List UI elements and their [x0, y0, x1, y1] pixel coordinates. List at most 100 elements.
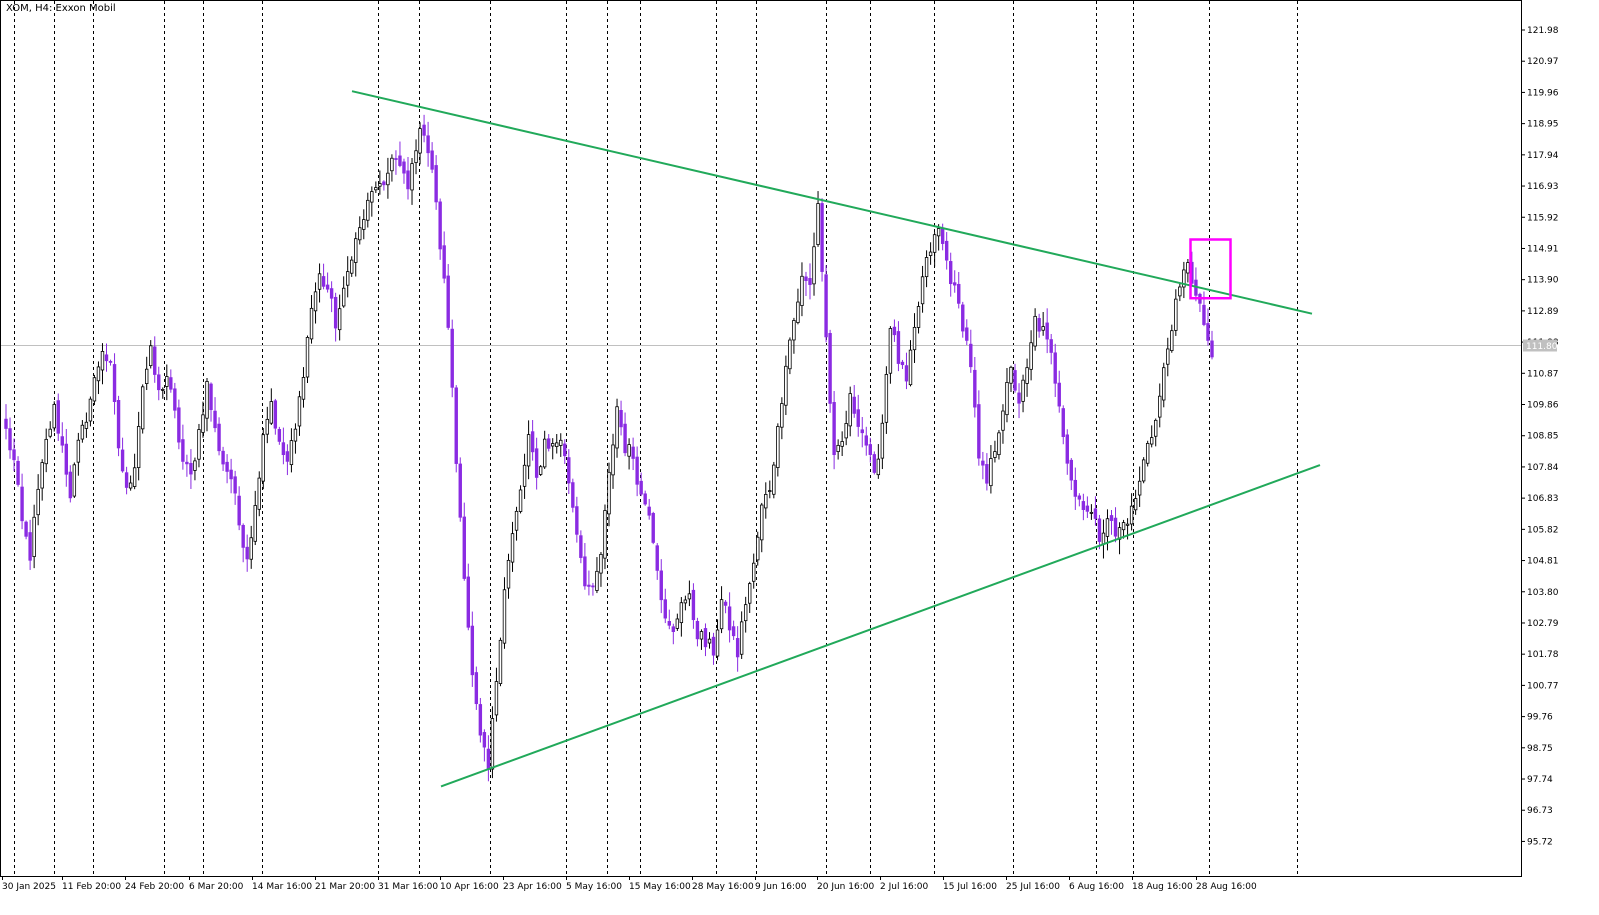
candle-body — [217, 423, 221, 452]
candle-body — [482, 732, 487, 748]
candle-body — [928, 251, 933, 256]
candle-body — [780, 403, 784, 428]
candle-body — [1053, 352, 1057, 384]
time-axis[interactable]: 30 Jan 2025 11 Feb 20:00 24 Feb 20:00 6 Mar… — [2, 876, 1257, 892]
candle-body — [358, 227, 362, 241]
trendline-upper-resistance[interactable] — [351, 90, 1313, 315]
candle-body — [639, 480, 643, 495]
highlight-box[interactable] — [1189, 238, 1232, 300]
y-tick-label: 114.91 — [1527, 244, 1559, 254]
candle-body — [277, 428, 282, 442]
x-tick-label: 6 Aug 16:00 — [1069, 882, 1124, 892]
candle-body — [884, 374, 889, 423]
candle-body — [136, 426, 141, 469]
candle-body — [655, 545, 659, 571]
candle-body — [973, 369, 977, 408]
candles — [4, 114, 1214, 782]
y-tick-label: 101.78 — [1527, 650, 1559, 660]
x-tick-label: 10 Apr 16:00 — [440, 882, 499, 892]
candle-body — [534, 448, 539, 478]
candle-body — [756, 536, 760, 561]
candle-body — [957, 283, 961, 304]
candle-body — [683, 599, 688, 604]
y-tick-label: 110.87 — [1527, 369, 1559, 379]
candle-body — [530, 431, 535, 453]
candle-body — [555, 442, 559, 447]
y-tick-label: 106.83 — [1527, 494, 1559, 504]
candle-body — [599, 553, 603, 574]
candle-body — [96, 366, 101, 382]
candle-body — [852, 396, 856, 414]
candle-body — [522, 464, 527, 487]
candle-body — [1101, 532, 1106, 545]
candle-body — [643, 493, 647, 505]
candle-body — [486, 748, 491, 770]
candle-body — [422, 124, 426, 136]
candle-body — [462, 516, 466, 579]
candle-body — [269, 401, 274, 424]
x-tick-label: 11 Feb 20:00 — [62, 882, 121, 892]
candle-body — [675, 618, 680, 629]
y-tick-label: 112.89 — [1527, 307, 1559, 317]
candle-body — [265, 418, 269, 435]
candle-body — [900, 361, 905, 366]
trendline-lower-support[interactable] — [440, 464, 1321, 788]
candle-body — [864, 435, 868, 446]
candle-body — [201, 414, 205, 433]
candle-body — [1073, 479, 1078, 497]
y-tick-label: 119.96 — [1527, 88, 1559, 98]
candle-body — [92, 377, 97, 402]
candle-body — [856, 409, 860, 427]
candle-body — [450, 328, 454, 388]
candle-body — [1041, 326, 1045, 331]
candle-body — [1025, 367, 1029, 384]
candle-body — [792, 320, 796, 341]
candle-body — [1069, 459, 1073, 481]
candle-body — [1061, 408, 1065, 437]
candle-body — [173, 388, 177, 411]
candle-body — [627, 444, 631, 457]
candle-body — [438, 201, 442, 250]
candle-body — [1105, 518, 1110, 537]
candle-body — [985, 464, 989, 484]
candle-body — [772, 464, 776, 495]
candle-body — [892, 326, 897, 336]
price-axis[interactable]: 121.98 120.97 119.96 118.95 117.94 116.93 115.… — [1521, 26, 1559, 847]
candle-body — [241, 525, 245, 548]
y-tick-label: 99.76 — [1527, 713, 1553, 723]
candle-body — [908, 349, 913, 386]
breakout-highlight-box[interactable] — [1189, 238, 1232, 300]
candle-body — [60, 436, 64, 446]
candle-body — [768, 490, 772, 492]
candle-body — [297, 396, 302, 427]
y-tick-label: 109.86 — [1527, 401, 1559, 411]
candle-body — [144, 368, 149, 384]
candle-body — [595, 570, 599, 591]
candle-body — [896, 331, 901, 364]
candle-body — [80, 424, 85, 440]
x-tick-label: 18 Aug 16:00 — [1132, 882, 1193, 892]
candle-body — [760, 504, 764, 541]
candle-body — [691, 589, 696, 621]
candle-body — [345, 271, 350, 286]
candle-body — [293, 428, 298, 442]
candle-body — [1001, 410, 1005, 431]
candle-body — [949, 261, 953, 285]
candle-body — [571, 482, 575, 508]
candle-body — [1210, 340, 1214, 358]
candle-body — [390, 157, 394, 172]
candle-body — [458, 463, 462, 518]
candle-body — [213, 410, 217, 429]
candle-body — [1206, 323, 1210, 341]
trendlines[interactable] — [351, 90, 1321, 788]
candle-body — [28, 532, 32, 561]
y-tick-label: 117.94 — [1527, 151, 1559, 161]
y-tick-label: 120.97 — [1527, 57, 1559, 67]
candle-body — [1037, 318, 1041, 332]
candle-body — [454, 387, 458, 464]
candle-body — [494, 681, 499, 716]
candle-body — [165, 376, 169, 387]
candle-body — [498, 639, 503, 684]
candle-body — [615, 406, 619, 449]
